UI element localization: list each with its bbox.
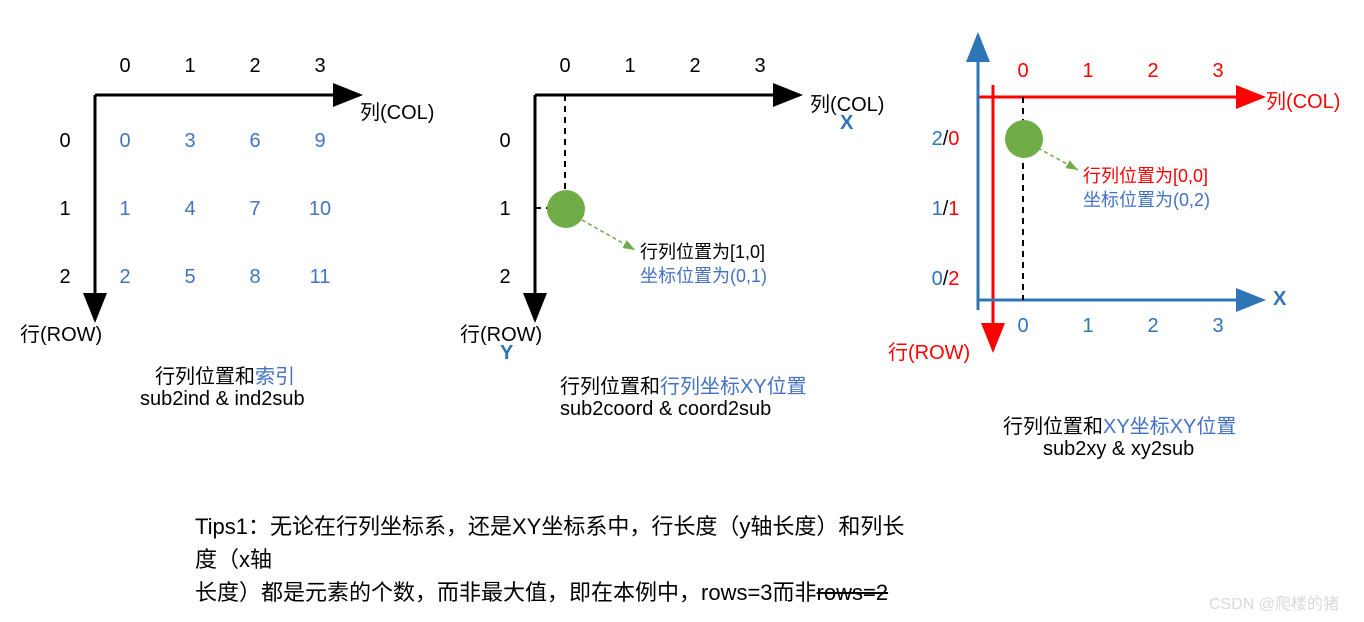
d3-dot bbox=[1005, 120, 1043, 158]
d2-col-1: 1 bbox=[615, 55, 645, 78]
diagram-3: 0 1 2 3 列(COL) 2/0 1/1 0/2 0 1 2 3 X 行(R… bbox=[918, 20, 1358, 450]
d1-caption2: sub2ind & ind2sub bbox=[140, 388, 305, 411]
d3-bx-3: 3 bbox=[1203, 315, 1233, 338]
d3-caption1: 行列位置和XY坐标XY位置 bbox=[1003, 410, 1236, 439]
d1-row-label: 行(ROW) bbox=[20, 318, 102, 347]
d3-rcol-0: 0 bbox=[1008, 60, 1038, 83]
d3-y1: 1/1 bbox=[918, 198, 973, 221]
d3-note1: 行列位置为[0,0] bbox=[1083, 162, 1208, 188]
d2-dot bbox=[547, 190, 585, 228]
d3-x-label-blue: X bbox=[1273, 288, 1286, 311]
d1-row-0: 0 bbox=[50, 130, 80, 153]
watermark: CSDN @爬楼的猪 bbox=[1209, 590, 1339, 614]
d2-caption2: sub2coord & coord2sub bbox=[560, 398, 771, 421]
d1-row-2: 2 bbox=[50, 266, 80, 289]
d1-c23: 11 bbox=[305, 266, 335, 289]
d1-c01: 3 bbox=[175, 130, 205, 153]
d2-col-3: 3 bbox=[745, 55, 775, 78]
d1-c12: 7 bbox=[240, 198, 270, 221]
d1-c00: 0 bbox=[110, 130, 140, 153]
d1-col-0: 0 bbox=[110, 55, 140, 78]
d2-col-0: 0 bbox=[550, 55, 580, 78]
d1-c22: 8 bbox=[240, 266, 270, 289]
d2-note2: 坐标位置为(0,1) bbox=[640, 262, 767, 288]
d2-col-sub: X bbox=[840, 112, 853, 135]
d1-caption1: 行列位置和索引 bbox=[155, 360, 295, 389]
d3-caption2: sub2xy & xy2sub bbox=[1043, 438, 1194, 461]
d1-c10: 1 bbox=[110, 198, 140, 221]
d3-bx-2: 2 bbox=[1138, 315, 1168, 338]
d3-rcol-3: 3 bbox=[1203, 60, 1233, 83]
d2-col-2: 2 bbox=[680, 55, 710, 78]
d1-c20: 2 bbox=[110, 266, 140, 289]
d3-rcol-1: 1 bbox=[1073, 60, 1103, 83]
d2-row-sub: Y bbox=[500, 342, 513, 365]
d1-c02: 6 bbox=[240, 130, 270, 153]
d1-c03: 9 bbox=[305, 130, 335, 153]
diagram-1: 0 1 2 3 列(COL) 0 1 2 行(ROW) 0 3 6 9 1 4 … bbox=[40, 40, 440, 400]
diagram-2: 0 1 2 3 列(COL) X 0 1 2 行(ROW) Y 行列位置为[1,… bbox=[480, 40, 900, 410]
d3-bx-0: 0 bbox=[1008, 315, 1038, 338]
d2-row-2: 2 bbox=[490, 266, 520, 289]
d1-col-label: 列(COL) bbox=[360, 96, 434, 125]
tips-line1: Tips1：无论在行列坐标系，还是XY坐标系中，行长度（y轴长度）和列长度（x轴 bbox=[195, 510, 925, 576]
d3-bx-1: 1 bbox=[1073, 315, 1103, 338]
d3-rcol-2: 2 bbox=[1138, 60, 1168, 83]
d1-c21: 5 bbox=[175, 266, 205, 289]
d3-row-label-red: 行(ROW) bbox=[888, 336, 970, 365]
d2-row-1: 1 bbox=[490, 198, 520, 221]
d1-row-1: 1 bbox=[50, 198, 80, 221]
d1-col-1: 1 bbox=[175, 55, 205, 78]
d2-caption1: 行列位置和行列坐标XY位置 bbox=[560, 370, 807, 399]
d1-c13: 10 bbox=[305, 198, 335, 221]
d1-col-3: 3 bbox=[305, 55, 335, 78]
d3-y0: 2/0 bbox=[918, 128, 973, 151]
d1-c11: 4 bbox=[175, 198, 205, 221]
d2-note1: 行列位置为[1,0] bbox=[640, 238, 765, 264]
d3-y2: 0/2 bbox=[918, 268, 973, 291]
d1-col-2: 2 bbox=[240, 55, 270, 78]
tips-line2: 长度）都是元素的个数，而非最大值，即在本例中，rows=3而非rows=2 bbox=[195, 576, 925, 609]
tips-block: Tips1：无论在行列坐标系，还是XY坐标系中，行长度（y轴长度）和列长度（x轴… bbox=[195, 510, 925, 609]
d2-row-0: 0 bbox=[490, 130, 520, 153]
d3-note2: 坐标位置为(0,2) bbox=[1083, 186, 1210, 212]
d3-col-label-red: 列(COL) bbox=[1266, 85, 1340, 114]
